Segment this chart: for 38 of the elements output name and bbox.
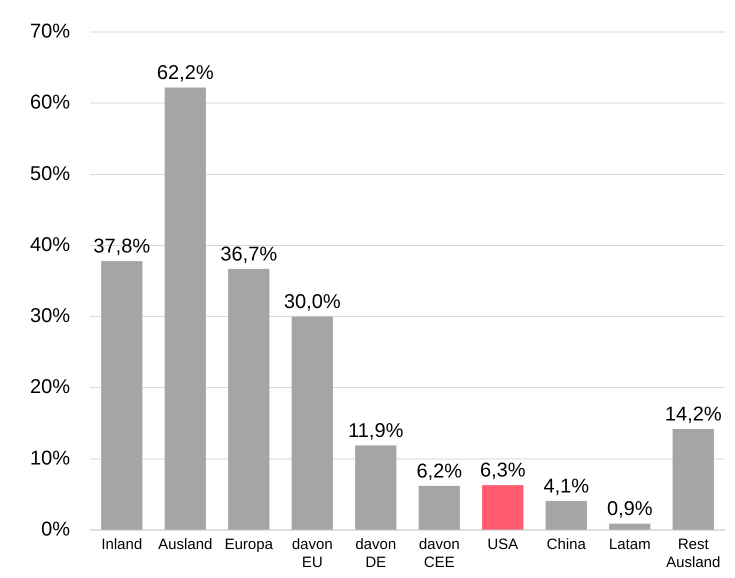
x-tick-label: Ausland [158, 536, 212, 554]
y-tick-label: 60% [30, 92, 70, 114]
bar [101, 261, 142, 530]
bar [228, 268, 270, 530]
data-label: 37,8% [93, 236, 150, 258]
x-tick-label: Inland [101, 536, 142, 554]
bar [482, 485, 524, 530]
x-tick-label: davon CEE [418, 536, 460, 572]
data-label: 62,2% [156, 62, 214, 84]
y-tick-label: 30% [30, 305, 70, 328]
y-tick-label: 0% [41, 518, 70, 541]
data-label: 11,9% [348, 420, 404, 442]
bar [355, 445, 396, 530]
data-label: 14,2% [664, 403, 722, 426]
x-tick-label: Rest Ausland [666, 536, 720, 572]
data-label: 30,0% [284, 291, 341, 314]
y-tick-label: 50% [30, 162, 70, 185]
bar [164, 87, 206, 530]
y-tick-label: 40% [30, 234, 70, 256]
bar [546, 500, 587, 530]
x-tick-label: davon EU [292, 536, 333, 572]
data-label: 4,1% [543, 475, 590, 498]
x-tick-label: davon DE [355, 536, 396, 572]
x-tick-label: Europa [224, 536, 274, 554]
data-label: 36,7% [220, 243, 278, 266]
y-tick-label: 10% [30, 447, 70, 470]
data-label: 6,2% [416, 460, 462, 482]
data-label: 0,9% [606, 498, 653, 520]
x-tick-label: USA [487, 536, 518, 554]
x-tick-label: China [546, 536, 587, 554]
data-label: 6,3% [480, 460, 526, 482]
y-tick-label: 20% [30, 376, 70, 398]
x-tick-label: Latam [608, 536, 651, 554]
bar [609, 524, 650, 530]
bar [292, 316, 333, 530]
bar [672, 428, 714, 530]
y-tick-label: 70% [30, 20, 70, 43]
bar [418, 486, 460, 530]
